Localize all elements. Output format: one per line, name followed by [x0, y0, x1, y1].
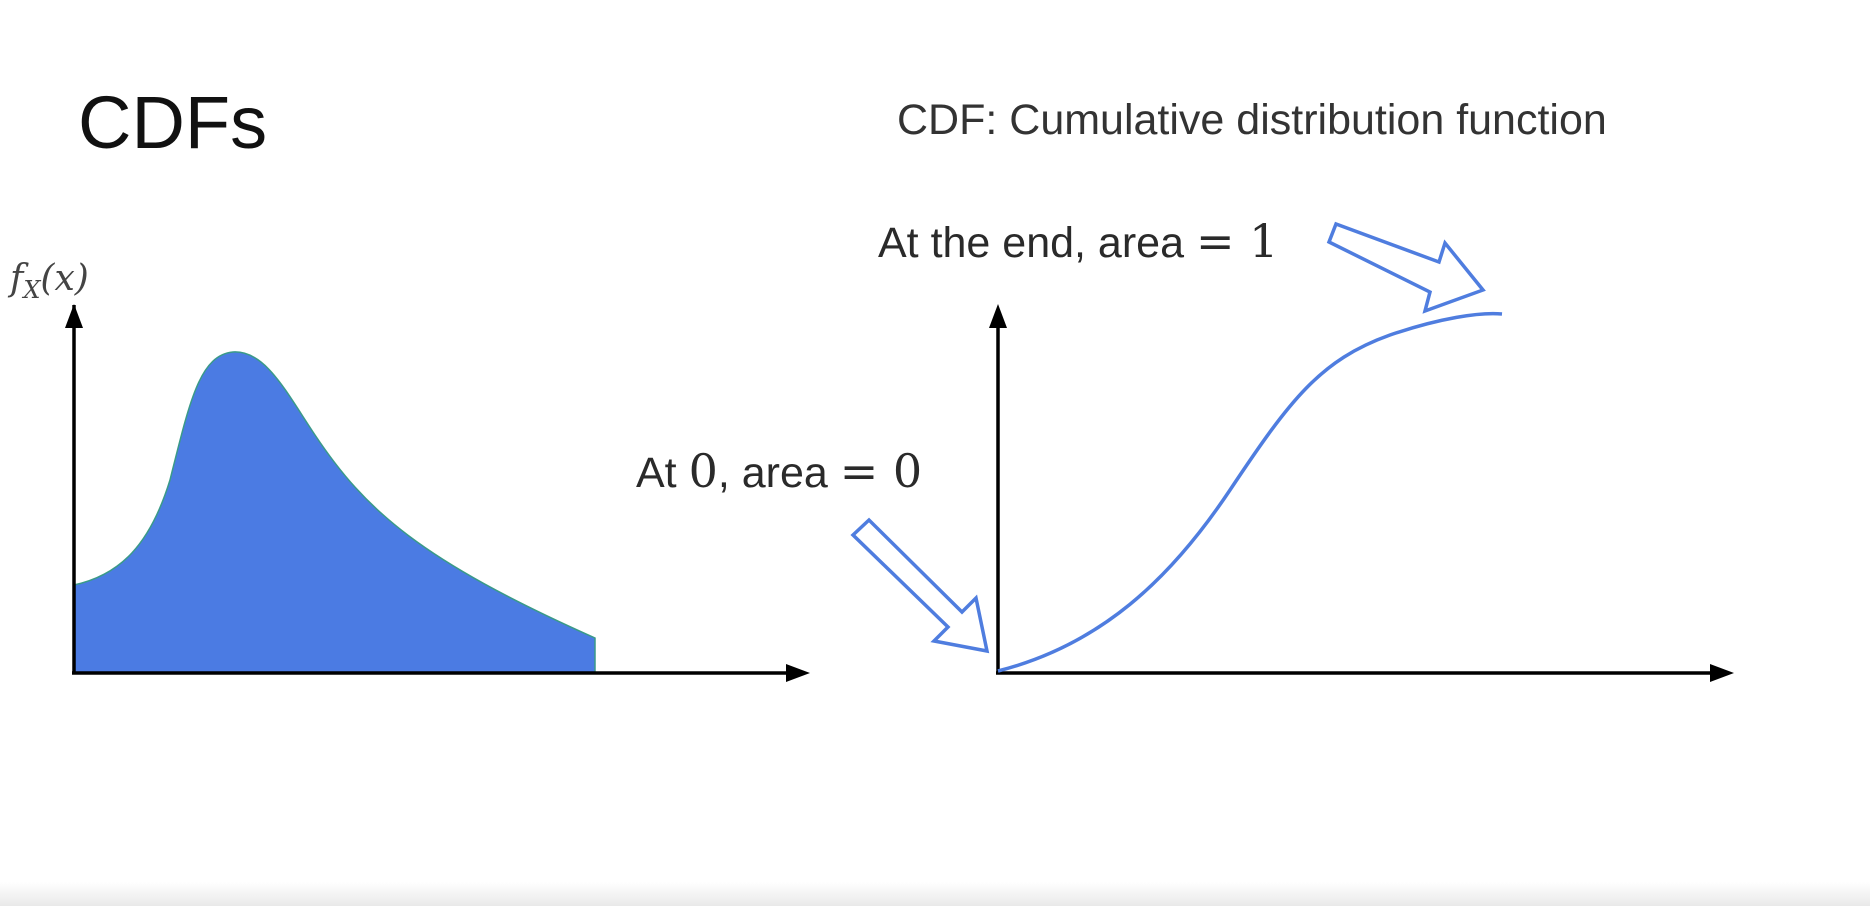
bottom-edge	[0, 882, 1870, 906]
slide-subtitle: CDF: Cumulative distribution function	[897, 96, 1607, 144]
arrow-to-end	[1326, 221, 1486, 314]
annotation-area-one: At the end, area = 1	[878, 214, 1279, 268]
pdf-shaded-area	[73, 351, 596, 674]
cdf-y-axis-arrowhead	[989, 304, 1007, 328]
pdf-x-axis-arrowhead	[786, 664, 810, 682]
pdf-plot	[65, 304, 810, 682]
pdf-y-axis-label: fX(x)	[10, 258, 89, 305]
arrow-to-origin	[850, 517, 990, 654]
annotation-area-zero: At 0, area = 0	[636, 444, 923, 498]
cdf-curve	[997, 311, 1503, 673]
cdf-plot	[989, 304, 1734, 682]
slide-title: CDFs	[78, 81, 268, 164]
pdf-y-axis-arrowhead	[65, 304, 83, 328]
cdf-x-axis-arrowhead	[1710, 664, 1734, 682]
